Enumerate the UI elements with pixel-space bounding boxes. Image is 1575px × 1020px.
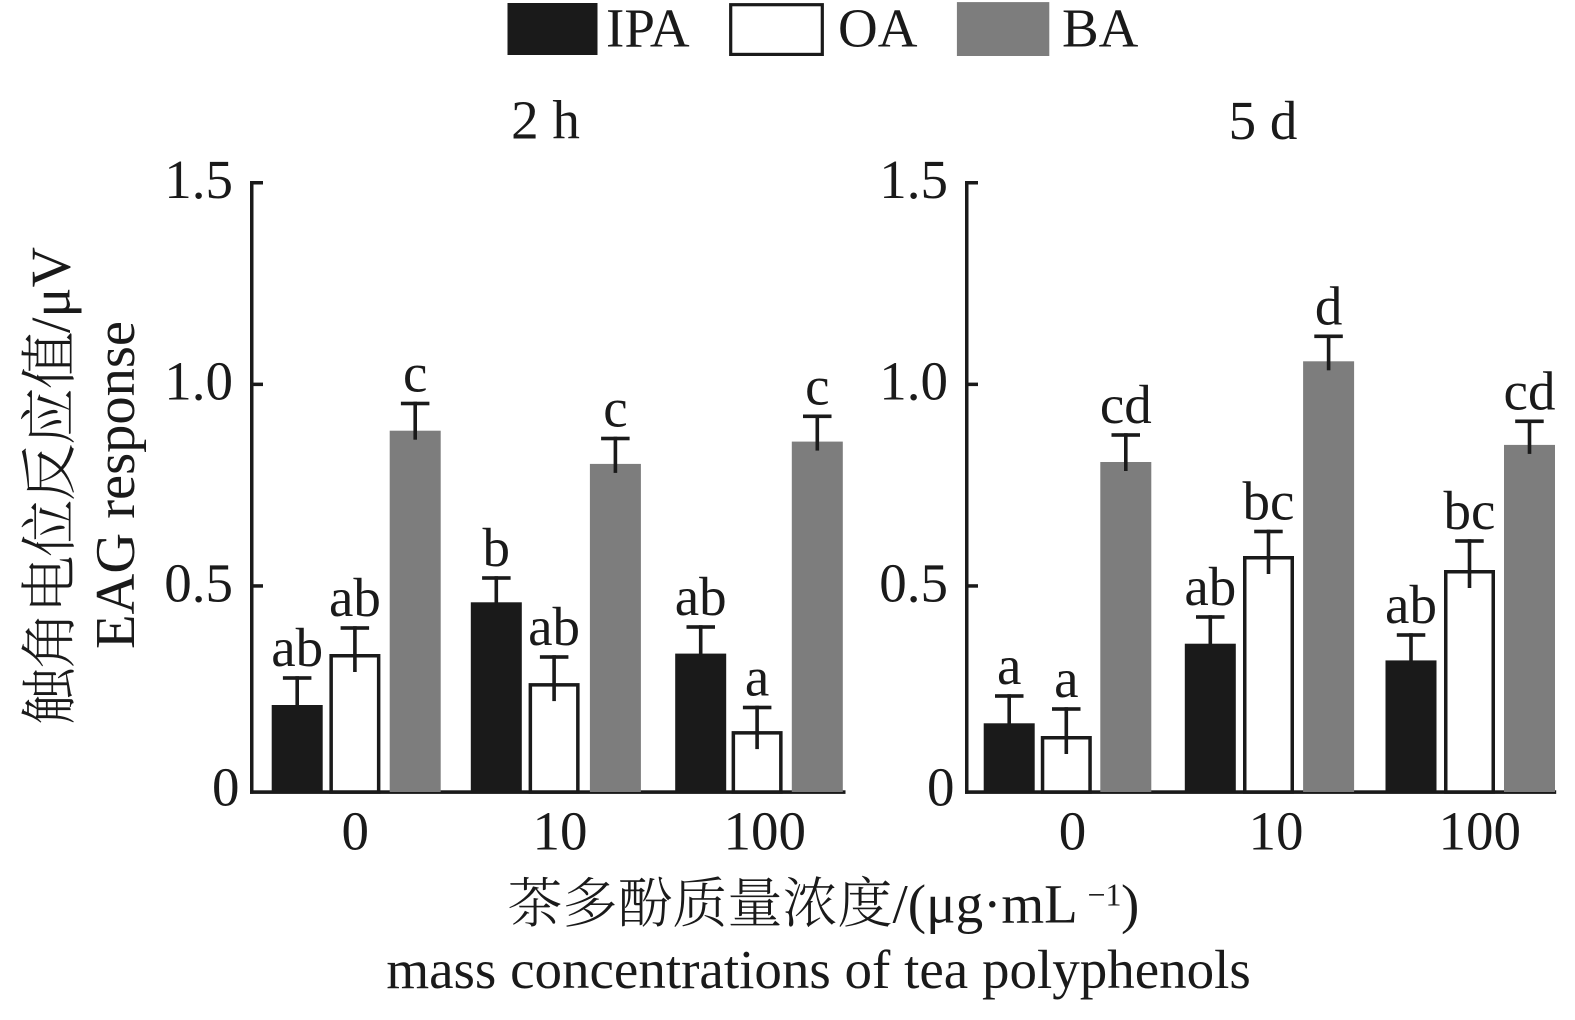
svg-text:bc: bc	[1243, 471, 1295, 532]
svg-text:1.5: 1.5	[164, 149, 233, 210]
svg-text:c: c	[403, 343, 427, 404]
svg-text:IPA: IPA	[606, 0, 690, 59]
svg-text:a: a	[1054, 648, 1078, 709]
svg-text:ab: ab	[1385, 574, 1437, 635]
svg-text:1.5: 1.5	[879, 149, 948, 210]
svg-text:ab: ab	[329, 567, 381, 628]
svg-text:mass concentrations of tea pol: mass concentrations of tea polyphenols	[386, 939, 1251, 1000]
svg-text:0: 0	[212, 757, 240, 818]
svg-text:OA: OA	[838, 0, 918, 59]
svg-text:10: 10	[1249, 801, 1304, 862]
svg-text:cd: cd	[1504, 360, 1556, 421]
svg-text:0: 0	[342, 801, 370, 862]
svg-text:0: 0	[1059, 801, 1087, 862]
svg-text:ab: ab	[675, 566, 727, 627]
svg-text:0.5: 0.5	[879, 552, 948, 613]
svg-text:EAG response: EAG response	[85, 321, 147, 649]
svg-text:c: c	[805, 355, 829, 416]
svg-text:ab: ab	[271, 617, 323, 678]
svg-text:ab: ab	[528, 596, 580, 657]
svg-text:c: c	[603, 378, 627, 439]
svg-text:/(μg·mL: /(μg·mL	[893, 874, 1078, 935]
svg-text:100: 100	[1438, 801, 1521, 862]
svg-text:/μV: /μV	[21, 247, 83, 333]
svg-text:10: 10	[533, 801, 588, 862]
svg-text:a: a	[745, 647, 769, 708]
svg-text:ab: ab	[1184, 556, 1236, 617]
svg-text:0: 0	[927, 757, 955, 818]
svg-text:1.0: 1.0	[879, 351, 948, 412]
svg-text:b: b	[483, 517, 511, 578]
svg-text:bc: bc	[1444, 480, 1496, 541]
svg-text:1.0: 1.0	[164, 351, 233, 412]
svg-text:100: 100	[724, 801, 807, 862]
svg-text:0.5: 0.5	[164, 552, 233, 613]
svg-text:a: a	[997, 635, 1021, 696]
svg-text:5 d: 5 d	[1229, 90, 1298, 151]
svg-text:2 h: 2 h	[511, 89, 580, 150]
svg-text:BA: BA	[1062, 0, 1139, 59]
svg-text:): )	[1121, 874, 1139, 935]
svg-text:−1: −1	[1088, 877, 1122, 913]
svg-text:cd: cd	[1100, 374, 1152, 435]
svg-text:d: d	[1315, 275, 1343, 336]
